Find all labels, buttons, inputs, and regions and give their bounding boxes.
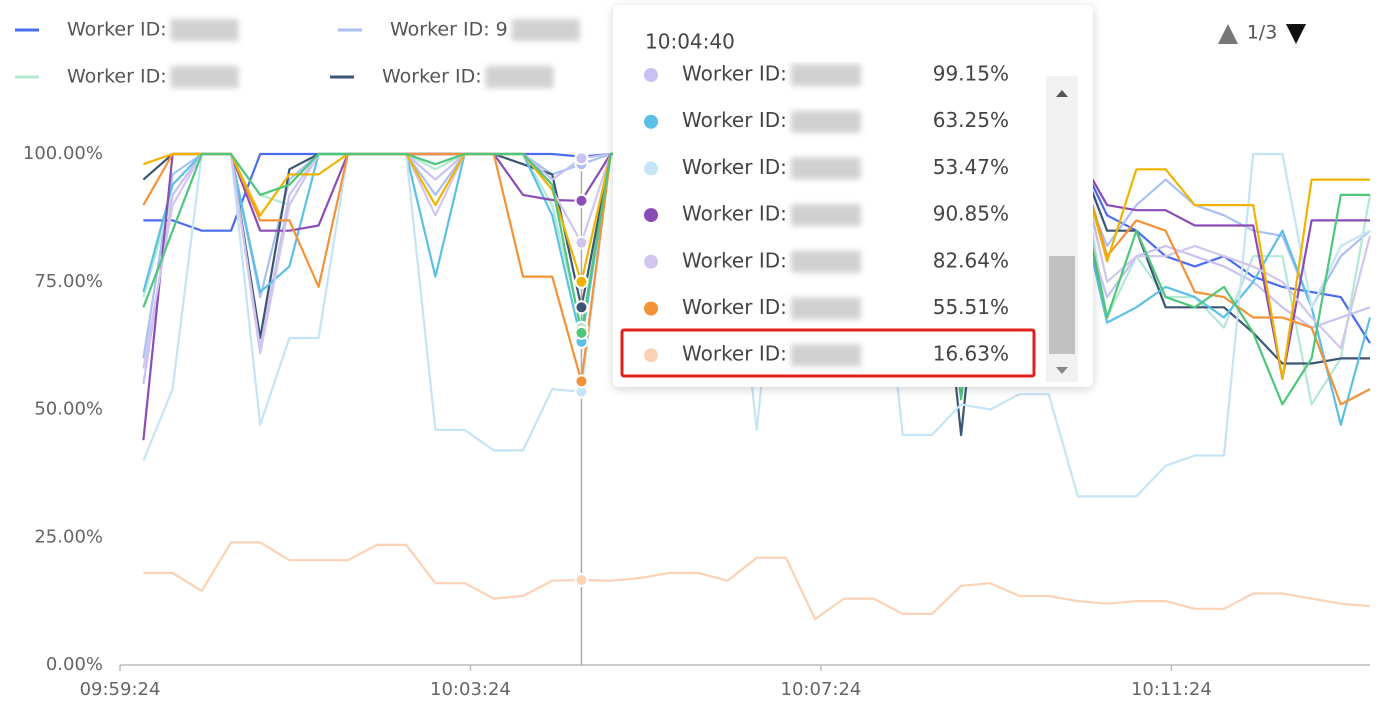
redacted-id xyxy=(485,66,554,88)
tooltip-dot xyxy=(644,254,658,269)
legend-label: Worker ID: xyxy=(67,66,167,88)
hover-dot xyxy=(574,235,589,250)
tooltip-items: Worker ID: 99.15% Worker ID: 63.25% Worker I… xyxy=(644,62,1009,367)
tooltip-name: Worker ID: xyxy=(682,62,787,86)
hover-dot xyxy=(574,325,589,340)
tooltip-dot xyxy=(644,114,658,129)
x-tick-label: 09:59:24 xyxy=(80,679,161,700)
legend-item[interactable]: Worker ID: xyxy=(15,19,239,42)
hover-dot xyxy=(574,151,589,166)
highlight-box xyxy=(620,328,1036,378)
tooltip-name: Worker ID: xyxy=(682,108,787,132)
tooltip-name: Worker ID: xyxy=(682,155,787,179)
tooltip-dot xyxy=(644,68,658,82)
hover-dot xyxy=(574,300,589,315)
tooltip-value: 82.64% xyxy=(933,248,1009,272)
legend-page: 1/3 xyxy=(1247,22,1278,44)
redacted-id xyxy=(790,110,861,133)
legend-item[interactable]: Worker ID: xyxy=(15,66,239,89)
tooltip-box xyxy=(613,5,1093,387)
scroll-up[interactable] xyxy=(1056,90,1068,97)
tooltip-value: 90.85% xyxy=(933,202,1009,226)
hover-dot xyxy=(574,374,589,389)
legend-page-up[interactable] xyxy=(1218,24,1238,44)
y-tick-label: 0.00% xyxy=(46,654,103,675)
hover-dot xyxy=(574,193,589,208)
y-tick-label: 50.00% xyxy=(34,399,103,420)
tooltip-name: Worker ID: xyxy=(682,295,787,319)
x-tick-label: 10:11:24 xyxy=(1131,679,1212,700)
legend-item[interactable]: Worker ID: xyxy=(330,66,554,89)
legend-page-down[interactable] xyxy=(1286,24,1306,44)
redacted-id xyxy=(170,66,239,88)
scroll-thumb[interactable] xyxy=(1049,256,1075,354)
y-tick-label: 100.00% xyxy=(23,143,103,164)
tooltip-dot xyxy=(644,208,658,223)
y-tick-label: 75.00% xyxy=(34,271,103,292)
redacted-id xyxy=(790,64,861,86)
tooltip-dot xyxy=(644,161,658,176)
redacted-id xyxy=(790,204,861,227)
tooltip-value: 53.47% xyxy=(933,155,1009,179)
redacted-id xyxy=(790,344,861,367)
redacted-id xyxy=(790,297,861,320)
y-tick-label: 25.00% xyxy=(34,526,103,547)
scroll-down[interactable] xyxy=(1056,367,1068,374)
tooltip-value: 99.15% xyxy=(933,62,1009,86)
redacted-id xyxy=(790,250,861,273)
tooltip-dot xyxy=(644,301,658,316)
tooltip-name: Worker ID: xyxy=(682,248,787,272)
x-tick-label: 10:07:24 xyxy=(781,679,862,700)
x-tick-label: 10:03:24 xyxy=(430,679,511,700)
tooltip: 10:04:40 Worker ID: 99.15% Worker ID: 63.25%… xyxy=(613,5,1093,387)
series-line xyxy=(143,541,1371,621)
hover-dot xyxy=(574,274,589,289)
redacted-id xyxy=(790,157,861,180)
tooltip-value: 55.51% xyxy=(933,295,1009,319)
tooltip-title: 10:04:40 xyxy=(645,30,735,54)
tooltip-dot xyxy=(644,348,658,363)
redacted-id xyxy=(511,19,580,41)
tooltip-name: Worker ID: xyxy=(682,342,787,366)
tooltip-name: Worker ID: xyxy=(682,202,787,226)
legend-label: Worker ID: xyxy=(67,19,167,41)
tooltip-value: 16.63% xyxy=(933,342,1009,366)
redacted-id xyxy=(170,19,239,41)
legend-label: Worker ID: 9 xyxy=(390,19,508,41)
legend-item[interactable]: Worker ID: 9 xyxy=(338,19,580,42)
legend-label: Worker ID: xyxy=(382,66,482,88)
tooltip-value: 63.25% xyxy=(933,108,1009,132)
hover-dot xyxy=(574,573,589,588)
